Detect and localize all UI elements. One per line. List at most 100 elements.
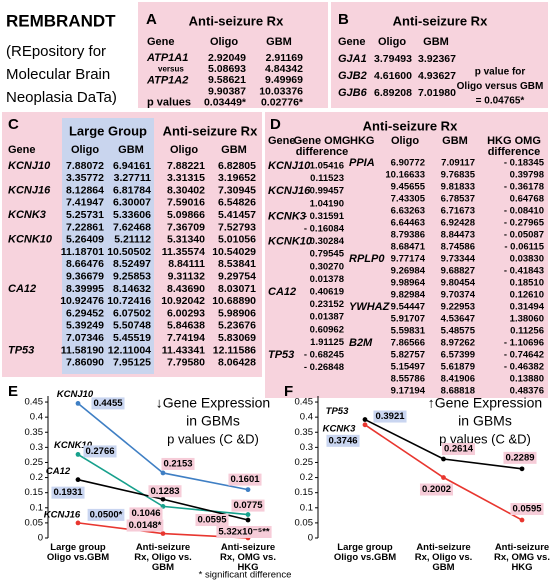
cell-value: 0.13880	[510, 374, 544, 385]
cell-value: 9.68827	[441, 266, 475, 277]
y-tick-label: 0	[308, 533, 313, 544]
cell-value: 10.72416	[107, 295, 151, 307]
cell-value: 0.40619	[310, 287, 344, 298]
data-point	[519, 466, 525, 472]
gene-name: CA12	[8, 283, 36, 295]
data-label-box	[441, 443, 476, 456]
cell-value: 5.48575	[441, 326, 476, 337]
subtitle-line: Molecular Brain	[6, 66, 110, 83]
panel-title: Anti-seizure Rx	[363, 118, 458, 133]
cell-value: 5.59831	[391, 326, 426, 337]
hkg-name: YWHAZ	[349, 301, 391, 313]
cell-value: 12.11004	[108, 344, 151, 356]
data-point	[75, 452, 81, 457]
gene-name: ATP1A2	[146, 74, 188, 86]
cell-value: 1.91125	[310, 337, 345, 348]
cell-value: 9.54447	[391, 302, 425, 313]
data-label: 0.1283	[150, 486, 179, 497]
cell-value: 0.12610	[510, 290, 544, 301]
column-header: Oligo	[378, 36, 406, 48]
data-label-box	[510, 503, 544, 516]
data-label-box	[126, 519, 164, 532]
column-header: HKG	[350, 135, 374, 147]
cell-value: 7.62468	[113, 221, 151, 233]
cell-value: 9.29754	[218, 270, 256, 282]
cell-value: 7.59016	[167, 197, 205, 209]
cell-value: 5.31340	[167, 234, 205, 246]
cell-value: 6.29452	[66, 307, 104, 319]
cell-value: 9.81833	[441, 182, 475, 193]
cell-value: 3.79493	[374, 53, 412, 65]
cell-value: 10.50502	[107, 246, 151, 258]
cell-value: 5.50748	[113, 320, 151, 332]
column-header: HKG OMG difference	[487, 135, 541, 158]
cell-value: 7.86566	[391, 338, 425, 349]
cell-value: 1.38060	[510, 314, 544, 325]
y-tick-label: 0.4	[300, 412, 313, 423]
cell-value: 0.01387	[310, 312, 344, 323]
cell-value: 11.35574	[162, 246, 205, 258]
cell-value: 8.06428	[218, 357, 256, 369]
cell-value: 4.93627	[418, 70, 456, 82]
cell-value: 5.21112	[114, 234, 151, 246]
cell-value: 0.79545	[310, 249, 345, 260]
y-tick-label: 0.2	[300, 472, 313, 483]
cell-value: 6.54826	[218, 197, 256, 209]
cell-value: 5.01056	[218, 234, 256, 246]
cell-value: 0.18510	[510, 278, 544, 289]
cell-value: 2.91169	[266, 52, 304, 64]
cell-value: 7.86090	[66, 357, 104, 369]
cell-value: - 0.05087	[504, 230, 544, 241]
cell-value: 6.57399	[441, 350, 475, 361]
cell-value: - 0.68245	[304, 350, 345, 361]
cell-value: 5.26409	[66, 234, 104, 246]
cell-value: 5.39249	[66, 320, 104, 332]
cell-value: 6.92428	[441, 218, 475, 229]
data-point	[245, 517, 251, 523]
cell-value: 7.88072	[66, 160, 104, 172]
cell-value: 9.58621	[208, 74, 246, 86]
cell-value: 7.95125	[113, 357, 151, 369]
gene-name: KCNJ10	[8, 160, 51, 172]
cell-value: 0.30270	[310, 261, 344, 272]
cell-value: 1.05416	[310, 161, 344, 172]
row-note: versus	[158, 64, 184, 73]
cell-value: 6.94161	[113, 160, 151, 172]
cell-value: 9.26984	[391, 266, 426, 277]
p-value-note: Oligo versus GBM	[457, 81, 544, 92]
column-header: GBM	[423, 36, 449, 48]
cell-value: 9.45655	[391, 182, 426, 193]
cell-value: 0.11523	[310, 173, 344, 184]
cell-value: 6.64463	[391, 218, 425, 229]
data-point	[519, 517, 525, 523]
y-tick-label: 0.45	[295, 397, 314, 408]
cell-value: 6.89208	[374, 87, 412, 99]
data-label-box	[83, 445, 117, 458]
series-label: KCNK10	[54, 440, 93, 451]
y-tick-label: 0.45	[25, 397, 44, 408]
data-label: 0.3921	[375, 411, 405, 422]
cell-value: 10.16633	[385, 170, 425, 181]
cell-value: 8.55786	[391, 374, 425, 385]
cell-value: - 0.31591	[304, 211, 345, 222]
panel-label: B	[338, 11, 349, 28]
cell-value: - 1.10696	[504, 338, 544, 349]
data-label-box	[129, 507, 163, 520]
cell-value: 5.09866	[167, 209, 205, 221]
cell-value: - 0.46382	[504, 362, 544, 373]
cell-value: 7.01980	[418, 87, 456, 99]
column-header: Oligo	[210, 36, 238, 48]
data-label: 0.3746	[328, 435, 357, 446]
x-tick-label: Large group Oligo vs.GBM	[47, 542, 109, 563]
cell-value: 0.31494	[510, 302, 545, 313]
x-tick-label: Anti-seizure Rx, Oligo vs. GBM	[134, 542, 192, 573]
cell-value: 3.19652	[218, 172, 256, 184]
gene-name: KCNK3	[8, 209, 46, 221]
data-label-box	[231, 499, 265, 512]
cell-value: 3.27711	[114, 172, 152, 184]
panel-d-background	[265, 112, 548, 398]
cell-value: 9.77174	[391, 254, 426, 265]
cell-value: 8.43690	[167, 283, 205, 295]
gene-name: KCNK10	[268, 236, 313, 248]
